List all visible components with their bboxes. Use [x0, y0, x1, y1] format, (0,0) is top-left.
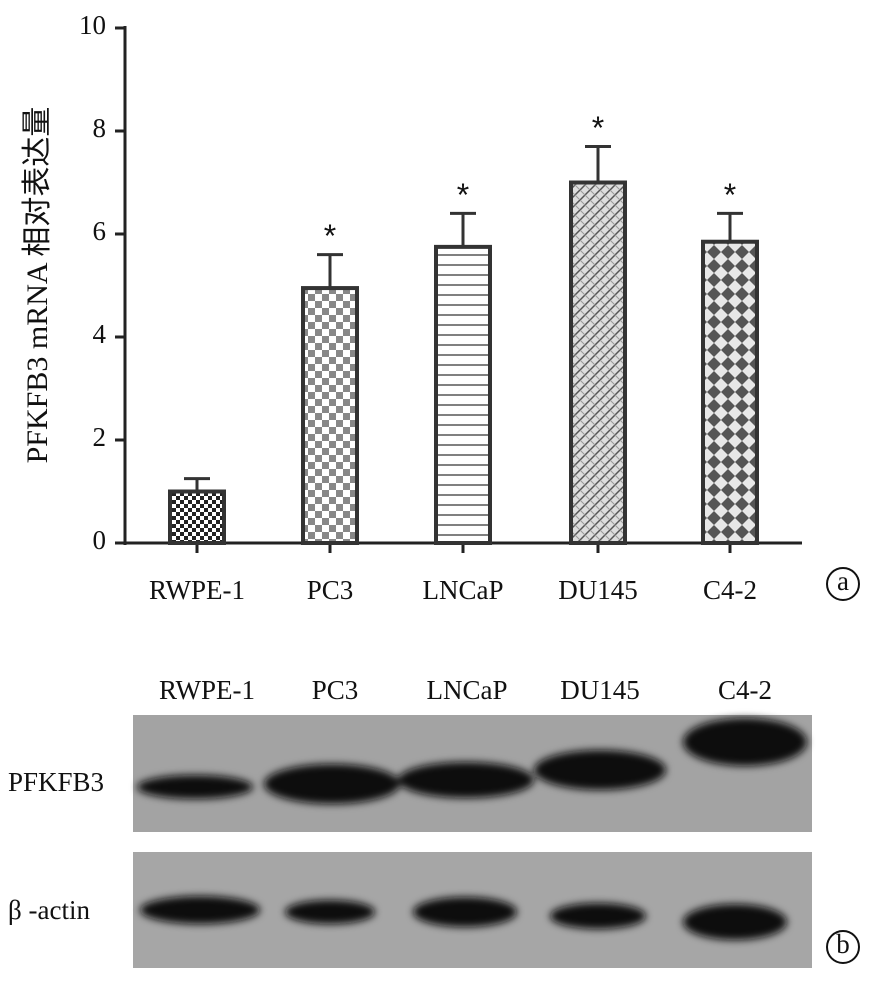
bar: [301, 286, 359, 546]
bar: [701, 239, 759, 545]
lane-label: C4-2: [718, 675, 772, 705]
x-tick-label: DU145: [558, 575, 638, 605]
bar: [434, 244, 492, 545]
significance-mark: *: [592, 110, 604, 146]
row-label: β -actin: [8, 895, 90, 925]
x-tick-label: LNCaP: [423, 575, 504, 605]
y-tick-label: 6: [93, 216, 107, 246]
row-label: PFKFB3: [8, 767, 104, 797]
y-tick-label: 4: [93, 319, 107, 349]
x-tick-label: PC3: [307, 575, 354, 605]
lane-label: RWPE-1: [159, 675, 255, 705]
x-tick-label: RWPE-1: [149, 575, 245, 605]
panel-circle: [826, 567, 860, 601]
significance-mark: *: [457, 177, 469, 213]
y-tick-label: 2: [93, 422, 107, 452]
panel-label: a: [837, 566, 849, 596]
significance-mark: *: [324, 218, 336, 254]
y-tick-label: 0: [93, 525, 107, 555]
lane-label: PC3: [312, 675, 359, 705]
significance-mark: *: [724, 177, 736, 213]
y-tick-label: 10: [79, 10, 106, 40]
blot-bands: [137, 718, 807, 940]
x-tick-label: C4-2: [703, 575, 757, 605]
panel-label: b: [836, 929, 850, 959]
bar: [168, 489, 226, 545]
lane-label: LNCaP: [427, 675, 508, 705]
bar: [569, 180, 627, 545]
panel-circle: [826, 930, 860, 964]
lane-label: DU145: [560, 675, 640, 705]
y-tick-label: 8: [93, 113, 107, 143]
y-axis-label: PFKFB3 mRNA 相对表达量: [21, 107, 54, 464]
